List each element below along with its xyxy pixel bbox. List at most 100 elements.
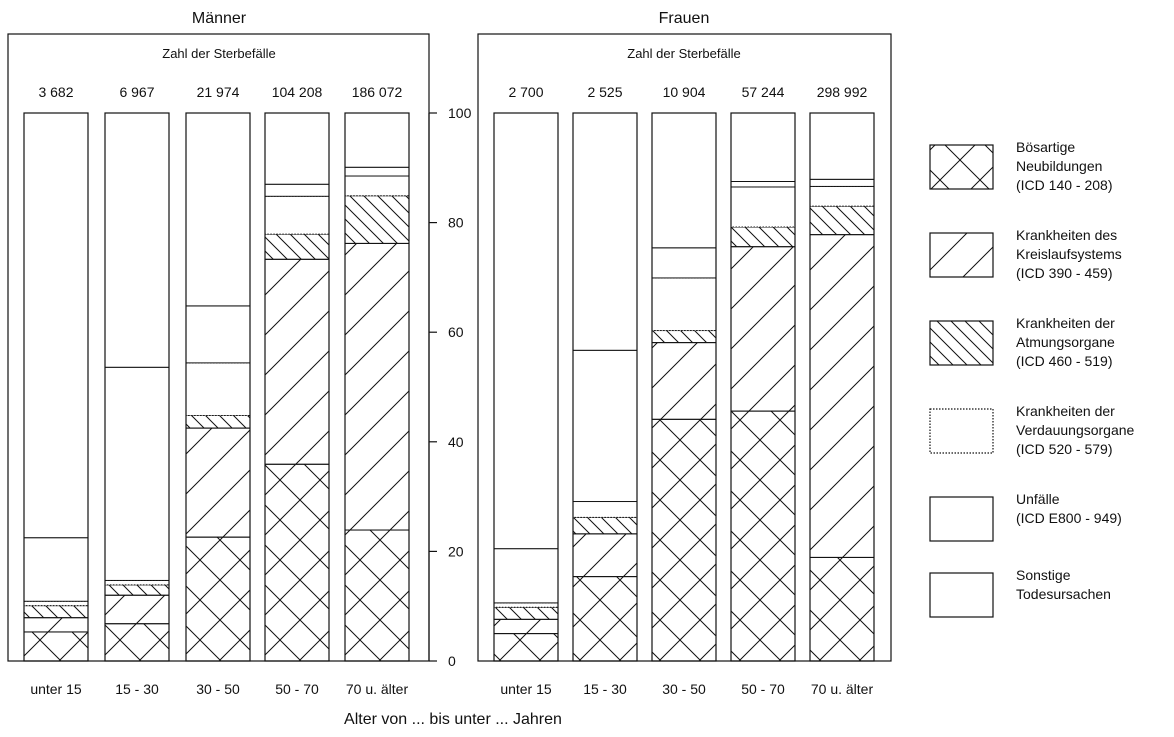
- legend-label: (ICD 140 - 208): [1016, 177, 1112, 193]
- x-axis-title: Alter von ... bis unter ... Jahren: [344, 711, 562, 728]
- bar-segment: [493, 548, 559, 604]
- bar-total-label: 21 974: [197, 84, 240, 100]
- bar-segment: [809, 112, 875, 180]
- legend-swatch: [929, 144, 994, 190]
- legend-label: Krankheiten des: [1016, 227, 1117, 243]
- bar-outline: [264, 112, 330, 662]
- bar-segment: [493, 606, 559, 620]
- legend-label: Neubildungen: [1016, 158, 1102, 174]
- box-title-frauen: Zahl der Sterbefälle: [627, 46, 740, 61]
- bar-segment: [809, 556, 875, 662]
- bar-segment: [651, 330, 717, 344]
- bar-segment: [730, 410, 796, 662]
- category-and-total-labels: 3 682 unter 15 6 967 15 - 30 21 974 30 - 50 10…: [30, 84, 873, 697]
- bar-segment: [651, 247, 717, 279]
- bar-total-label: 2 525: [587, 84, 622, 100]
- bar-segment: [493, 112, 559, 550]
- bar-total-label: 186 072: [352, 84, 403, 100]
- bar-segment: [23, 537, 89, 602]
- bar-segment: [572, 112, 638, 351]
- y-tick-label: 60: [448, 324, 464, 340]
- bar-segment: [104, 112, 170, 368]
- bar-segment: [344, 242, 410, 531]
- bar-segment: [809, 234, 875, 558]
- y-axis-ticks: 0 20 40 60 80 100: [429, 105, 472, 669]
- bar-segment: [572, 576, 638, 662]
- panel-title-frauen: Frauen: [659, 10, 710, 27]
- x-category-label: 70 u. älter: [346, 681, 409, 697]
- x-category-label: 50 - 70: [741, 681, 785, 697]
- legend-swatch: [929, 232, 994, 278]
- bar-segment: [572, 516, 638, 535]
- legend-swatch: [929, 408, 994, 454]
- bar-segment: [185, 536, 251, 662]
- bar-segment: [344, 175, 410, 197]
- bar-total-label: 298 992: [817, 84, 868, 100]
- legend-label: (ICD 460 - 519): [1016, 353, 1112, 369]
- legend-label: (ICD 390 - 459): [1016, 265, 1112, 281]
- y-tick-label: 40: [448, 434, 464, 450]
- bar-segment: [344, 529, 410, 662]
- legend-label: Sonstige: [1016, 567, 1071, 583]
- legend-label: Verdauungsorgane: [1016, 422, 1135, 438]
- bar-outline: [730, 112, 796, 662]
- bar-segment: [104, 584, 170, 596]
- bar-total-label: 10 904: [663, 84, 706, 100]
- bar-segment: [23, 605, 89, 619]
- bar-segment: [493, 633, 559, 662]
- x-category-label: 50 - 70: [275, 681, 319, 697]
- y-tick-label: 80: [448, 215, 464, 231]
- bar-segment: [730, 112, 796, 182]
- legend-label: (ICD E800 - 949): [1016, 510, 1122, 526]
- bar-segment: [730, 226, 796, 248]
- bar-segment: [264, 112, 330, 185]
- bar-total-label: 2 700: [508, 84, 543, 100]
- bar-segment: [185, 305, 251, 364]
- legend-label: Krankheiten der: [1016, 403, 1115, 419]
- y-tick-label: 100: [448, 105, 472, 121]
- bar-segment: [185, 427, 251, 538]
- bar-segment: [23, 112, 89, 539]
- bar-segment: [809, 205, 875, 236]
- bar-segment: [344, 112, 410, 168]
- box-title-maenner: Zahl der Sterbefälle: [162, 46, 275, 61]
- legend-label: Atmungsorgane: [1016, 334, 1115, 350]
- bar-segment: [185, 112, 251, 307]
- bar-segment: [730, 186, 796, 228]
- bar-outline: [104, 112, 170, 662]
- bar-segment: [572, 533, 638, 578]
- x-category-label: 70 u. älter: [811, 681, 874, 697]
- legend-swatch: [929, 572, 994, 618]
- bar-segment: [104, 366, 170, 581]
- legend: Bösartige Neubildungen (ICD 140 - 208) Kran…: [929, 139, 1135, 618]
- bar-outline: [185, 112, 251, 662]
- bar-segment: [809, 185, 875, 207]
- legend-label: Unfälle: [1016, 491, 1060, 507]
- bar-segment: [104, 594, 170, 625]
- x-category-label: unter 15: [30, 681, 82, 697]
- legend-label: Kreislaufsystems: [1016, 246, 1122, 262]
- bar-segment: [344, 195, 410, 244]
- bar-outline: [344, 112, 410, 662]
- bar-outline: [651, 112, 717, 662]
- bar-segment: [104, 623, 170, 662]
- bar-groups: [23, 112, 875, 662]
- bar-segment: [264, 233, 330, 260]
- bar-segment: [651, 112, 717, 249]
- bar-segment: [264, 195, 330, 235]
- bar-segment: [23, 617, 89, 633]
- bar-segment: [185, 414, 251, 429]
- bar-segment: [344, 166, 410, 177]
- x-category-label: 15 - 30: [583, 681, 627, 697]
- bar-segment: [493, 602, 559, 608]
- panel-title-maenner: Männer: [192, 10, 247, 27]
- bar-outline: [493, 112, 559, 662]
- bar-segment: [572, 349, 638, 503]
- legend-label: Bösartige: [1016, 139, 1075, 155]
- legend-swatch: [929, 320, 994, 366]
- bar-segment: [23, 600, 89, 607]
- bar-segment: [730, 181, 796, 188]
- bar-total-label: 57 244: [742, 84, 785, 100]
- bar-outline: [23, 112, 89, 662]
- bar-outline: [572, 112, 638, 662]
